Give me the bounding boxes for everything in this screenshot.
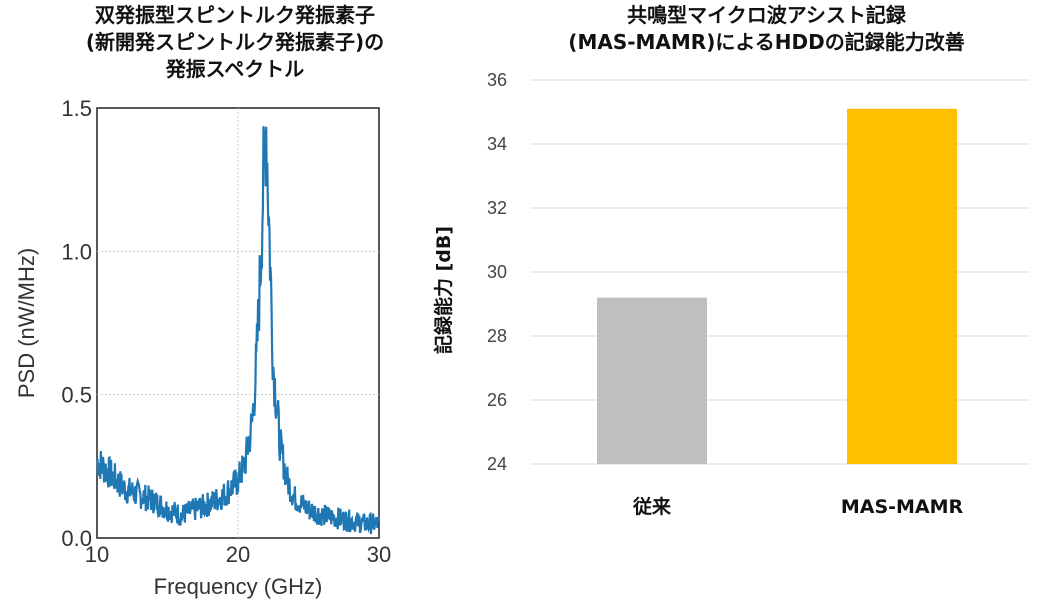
- psd-series-line: [95, 126, 381, 535]
- left-title-line-2: (新開発スピントルク発振素子)の: [85, 30, 385, 54]
- right-chart-title: 共鳴型マイクロ波アシスト記録 (MAS-MAMR)によるHDDの記録能力改善: [480, 2, 1053, 56]
- right-y-tick-label: 26: [487, 390, 507, 410]
- left-y-tick-label: 0.5: [61, 383, 92, 408]
- right-y-tick-label: 30: [487, 262, 507, 282]
- left-y-tick-label: 0.0: [61, 526, 92, 551]
- left-x-tick-label: 10: [85, 542, 109, 567]
- left-title-line-3: 発振スペクトル: [165, 57, 305, 81]
- right-y-tick-label: 28: [487, 326, 507, 346]
- left-y-tick-label: 1.0: [61, 239, 92, 264]
- psd-spectrum-chart: 10 20 30 0.0 0.5 1.0 1.5 Frequency (GHz) PSD …: [14, 96, 391, 599]
- right-y-ticks: 24 26 28 30 32 34 36: [487, 70, 507, 474]
- right-y-axis-label: 記録能力 [dB]: [432, 226, 455, 354]
- left-x-axis-label: Frequency (GHz): [154, 574, 323, 599]
- right-y-tick-label: 24: [487, 454, 507, 474]
- left-y-ticks: 0.0 0.5 1.0 1.5: [61, 96, 92, 551]
- bar-mas-mamr: [847, 108, 957, 465]
- left-y-tick-label: 1.5: [61, 96, 92, 121]
- left-chart-title: 双発振型スピントルク発振素子 (新開発スピントルク発振素子)の 発振スペクトル: [0, 2, 470, 83]
- right-title-line-1: 共鳴型マイクロ波アシスト記録: [627, 3, 906, 27]
- right-title-line-2: (MAS-MAMR)によるHDDの記録能力改善: [568, 30, 965, 54]
- recording-capability-chart: 24 26 28 30 32 34 36 従来 MAS-MAMR 記録能力 [dB]: [432, 70, 1030, 518]
- left-grid: [97, 108, 379, 538]
- left-y-axis-label: PSD (nW/MHz): [14, 248, 39, 398]
- right-category-label: MAS-MAMR: [841, 496, 964, 518]
- right-y-tick-label: 34: [487, 134, 507, 154]
- right-bars: [597, 108, 957, 465]
- right-y-tick-label: 36: [487, 70, 507, 90]
- right-category-labels: 従来 MAS-MAMR: [632, 495, 964, 518]
- right-category-label: 従来: [632, 495, 671, 518]
- left-x-tick-label: 30: [367, 542, 391, 567]
- left-title-line-1: 双発振型スピントルク発振素子: [95, 3, 375, 27]
- left-x-ticks: 10 20 30: [85, 542, 391, 567]
- right-y-tick-label: 32: [487, 198, 507, 218]
- bar-conventional: [597, 297, 707, 464]
- left-x-tick-label: 20: [226, 542, 250, 567]
